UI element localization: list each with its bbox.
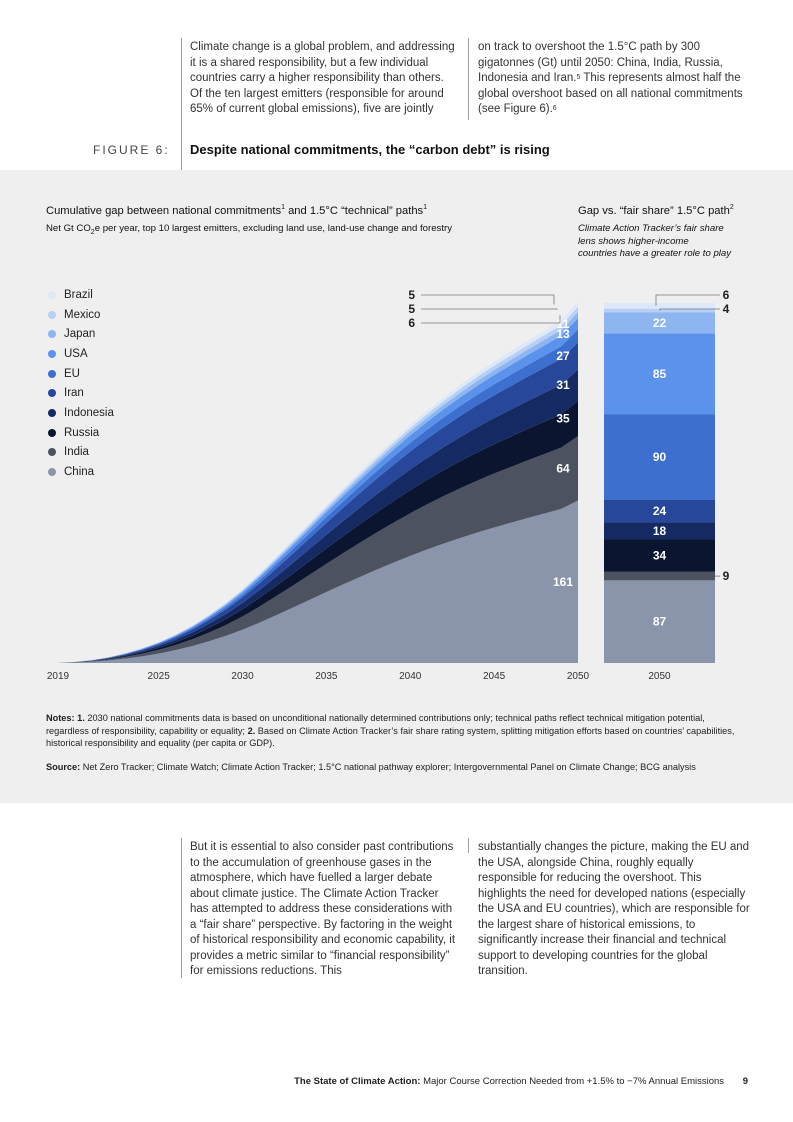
bar-chart-title: Gap vs. “fair share” 1.5°C path2 <box>578 204 734 217</box>
bar-chart-note: Climate Action Tracker’s fair share lens… <box>578 223 732 259</box>
column-divider <box>181 38 182 170</box>
x-tick-label: 2045 <box>483 671 506 682</box>
chart-notes: Notes: 1. 2030 national commitments data… <box>46 713 735 748</box>
intro-text-left: Climate change is a global problem, and … <box>190 41 455 115</box>
legend-item-iran: Iran <box>46 383 114 403</box>
legend-item-china: China <box>46 462 114 482</box>
x-tick-label: 2050 <box>567 671 590 682</box>
legend-swatch <box>48 349 56 358</box>
area-value-label-indonesia: 31 <box>556 378 570 392</box>
area-value-label-brazil: 5 <box>408 288 415 302</box>
legend-swatch <box>48 290 56 299</box>
legend-item-brazil: Brazil <box>46 285 114 305</box>
area-series-china <box>58 500 578 663</box>
bar-value-label-china: 87 <box>653 615 667 629</box>
legend-label: EU <box>64 367 80 380</box>
bar-segment-china <box>604 580 715 663</box>
legend-swatch <box>48 468 56 477</box>
bar-value-label-india: 9 <box>723 569 730 583</box>
area-value-label-eu: 13 <box>556 327 570 341</box>
area-chart-subtitle: Net Gt CO2e per year, top 10 largest emi… <box>46 223 452 236</box>
callout-line <box>421 308 558 310</box>
bar-value-label-usa: 85 <box>653 367 667 381</box>
bar-segment-japan <box>604 312 715 334</box>
area-chart-title: Cumulative gap between national commitme… <box>46 204 428 217</box>
page-footer: The State of Climate Action: Major Cours… <box>294 1076 748 1087</box>
legend-swatch <box>48 330 56 339</box>
area-value-label-japan: 6 <box>408 316 415 330</box>
legend-swatch <box>48 389 56 398</box>
area-value-label-china: 161 <box>553 575 573 589</box>
legend-swatch <box>48 310 56 319</box>
bar-x-tick-label: 2050 <box>648 671 671 682</box>
legend-label: Brazil <box>64 288 93 301</box>
figure-title: Despite national commitments, the “carbo… <box>190 142 550 157</box>
area-value-label-india: 64 <box>556 461 570 475</box>
legend-label: Japan <box>64 328 96 341</box>
bar-value-label-eu: 90 <box>653 450 667 464</box>
legend-label: India <box>64 446 89 459</box>
legend-label: Russia <box>64 426 100 439</box>
bar-value-label-mexico: 4 <box>723 302 730 316</box>
column-divider <box>468 838 469 853</box>
bar-segment-india <box>604 571 715 581</box>
legend-swatch <box>48 428 56 437</box>
bar-value-label-brazil: 6 <box>723 288 730 302</box>
legend-item-russia: Russia <box>46 423 114 443</box>
bar-segment-mexico <box>604 308 715 313</box>
legend-label: Mexico <box>64 308 101 321</box>
legend-swatch <box>48 369 56 378</box>
callout-line <box>421 315 561 324</box>
legend-item-india: India <box>46 443 114 463</box>
x-tick-label: 2035 <box>315 671 338 682</box>
legend-label: USA <box>64 347 88 360</box>
callout-line <box>659 308 720 311</box>
bar-value-label-iran: 24 <box>653 504 667 518</box>
column-divider <box>468 38 469 120</box>
x-tick-label: 2030 <box>231 671 254 682</box>
bar-segment-brazil <box>604 303 715 309</box>
legend-swatch <box>48 408 56 417</box>
area-value-label-russia: 35 <box>556 411 570 425</box>
x-tick-label: 2019 <box>47 671 70 682</box>
area-value-label-iran: 27 <box>556 349 570 363</box>
x-tick-label: 2040 <box>399 671 422 682</box>
bar-value-label-russia: 34 <box>653 549 667 563</box>
bar-segment-indonesia <box>604 522 715 540</box>
bar-segment-usa <box>604 333 715 415</box>
figure-label: FIGURE 6: <box>93 143 170 157</box>
legend-item-eu: EU <box>46 364 114 384</box>
bar-value-label-japan: 22 <box>653 316 667 330</box>
legend-label: China <box>64 466 95 479</box>
legend-item-japan: Japan <box>46 324 114 344</box>
callout-line <box>421 294 555 305</box>
callout-line <box>655 294 720 306</box>
legend-label: Indonesia <box>64 406 114 419</box>
column-divider <box>181 838 182 978</box>
chart-source: Source: Net Zero Tracker; Climate Watch;… <box>46 762 696 772</box>
area-value-label-mexico: 5 <box>408 302 415 316</box>
legend-item-indonesia: Indonesia <box>46 403 114 423</box>
legend-item-usa: USA <box>46 344 114 364</box>
legend-label: Iran <box>64 387 84 400</box>
bar-segment-iran <box>604 499 715 523</box>
bar-segment-eu <box>604 414 715 500</box>
bar-value-label-indonesia: 18 <box>653 524 667 538</box>
body-text-right: substantially changes the picture, makin… <box>478 841 750 977</box>
legend-swatch <box>48 448 56 457</box>
x-tick-label: 2025 <box>148 671 171 682</box>
page-number: 9 <box>742 1076 748 1087</box>
intro-text-right: on track to overshoot the 1.5°C path by … <box>478 41 743 115</box>
chart-legend: Brazil Mexico Japan USA EU Iran Indonesia Russi… <box>46 285 114 482</box>
legend-item-mexico: Mexico <box>46 305 114 325</box>
bar-segment-russia <box>604 539 715 572</box>
area-value-label-usa: 11 <box>557 317 570 331</box>
body-text-left: But it is essential to also consider pas… <box>190 841 456 977</box>
